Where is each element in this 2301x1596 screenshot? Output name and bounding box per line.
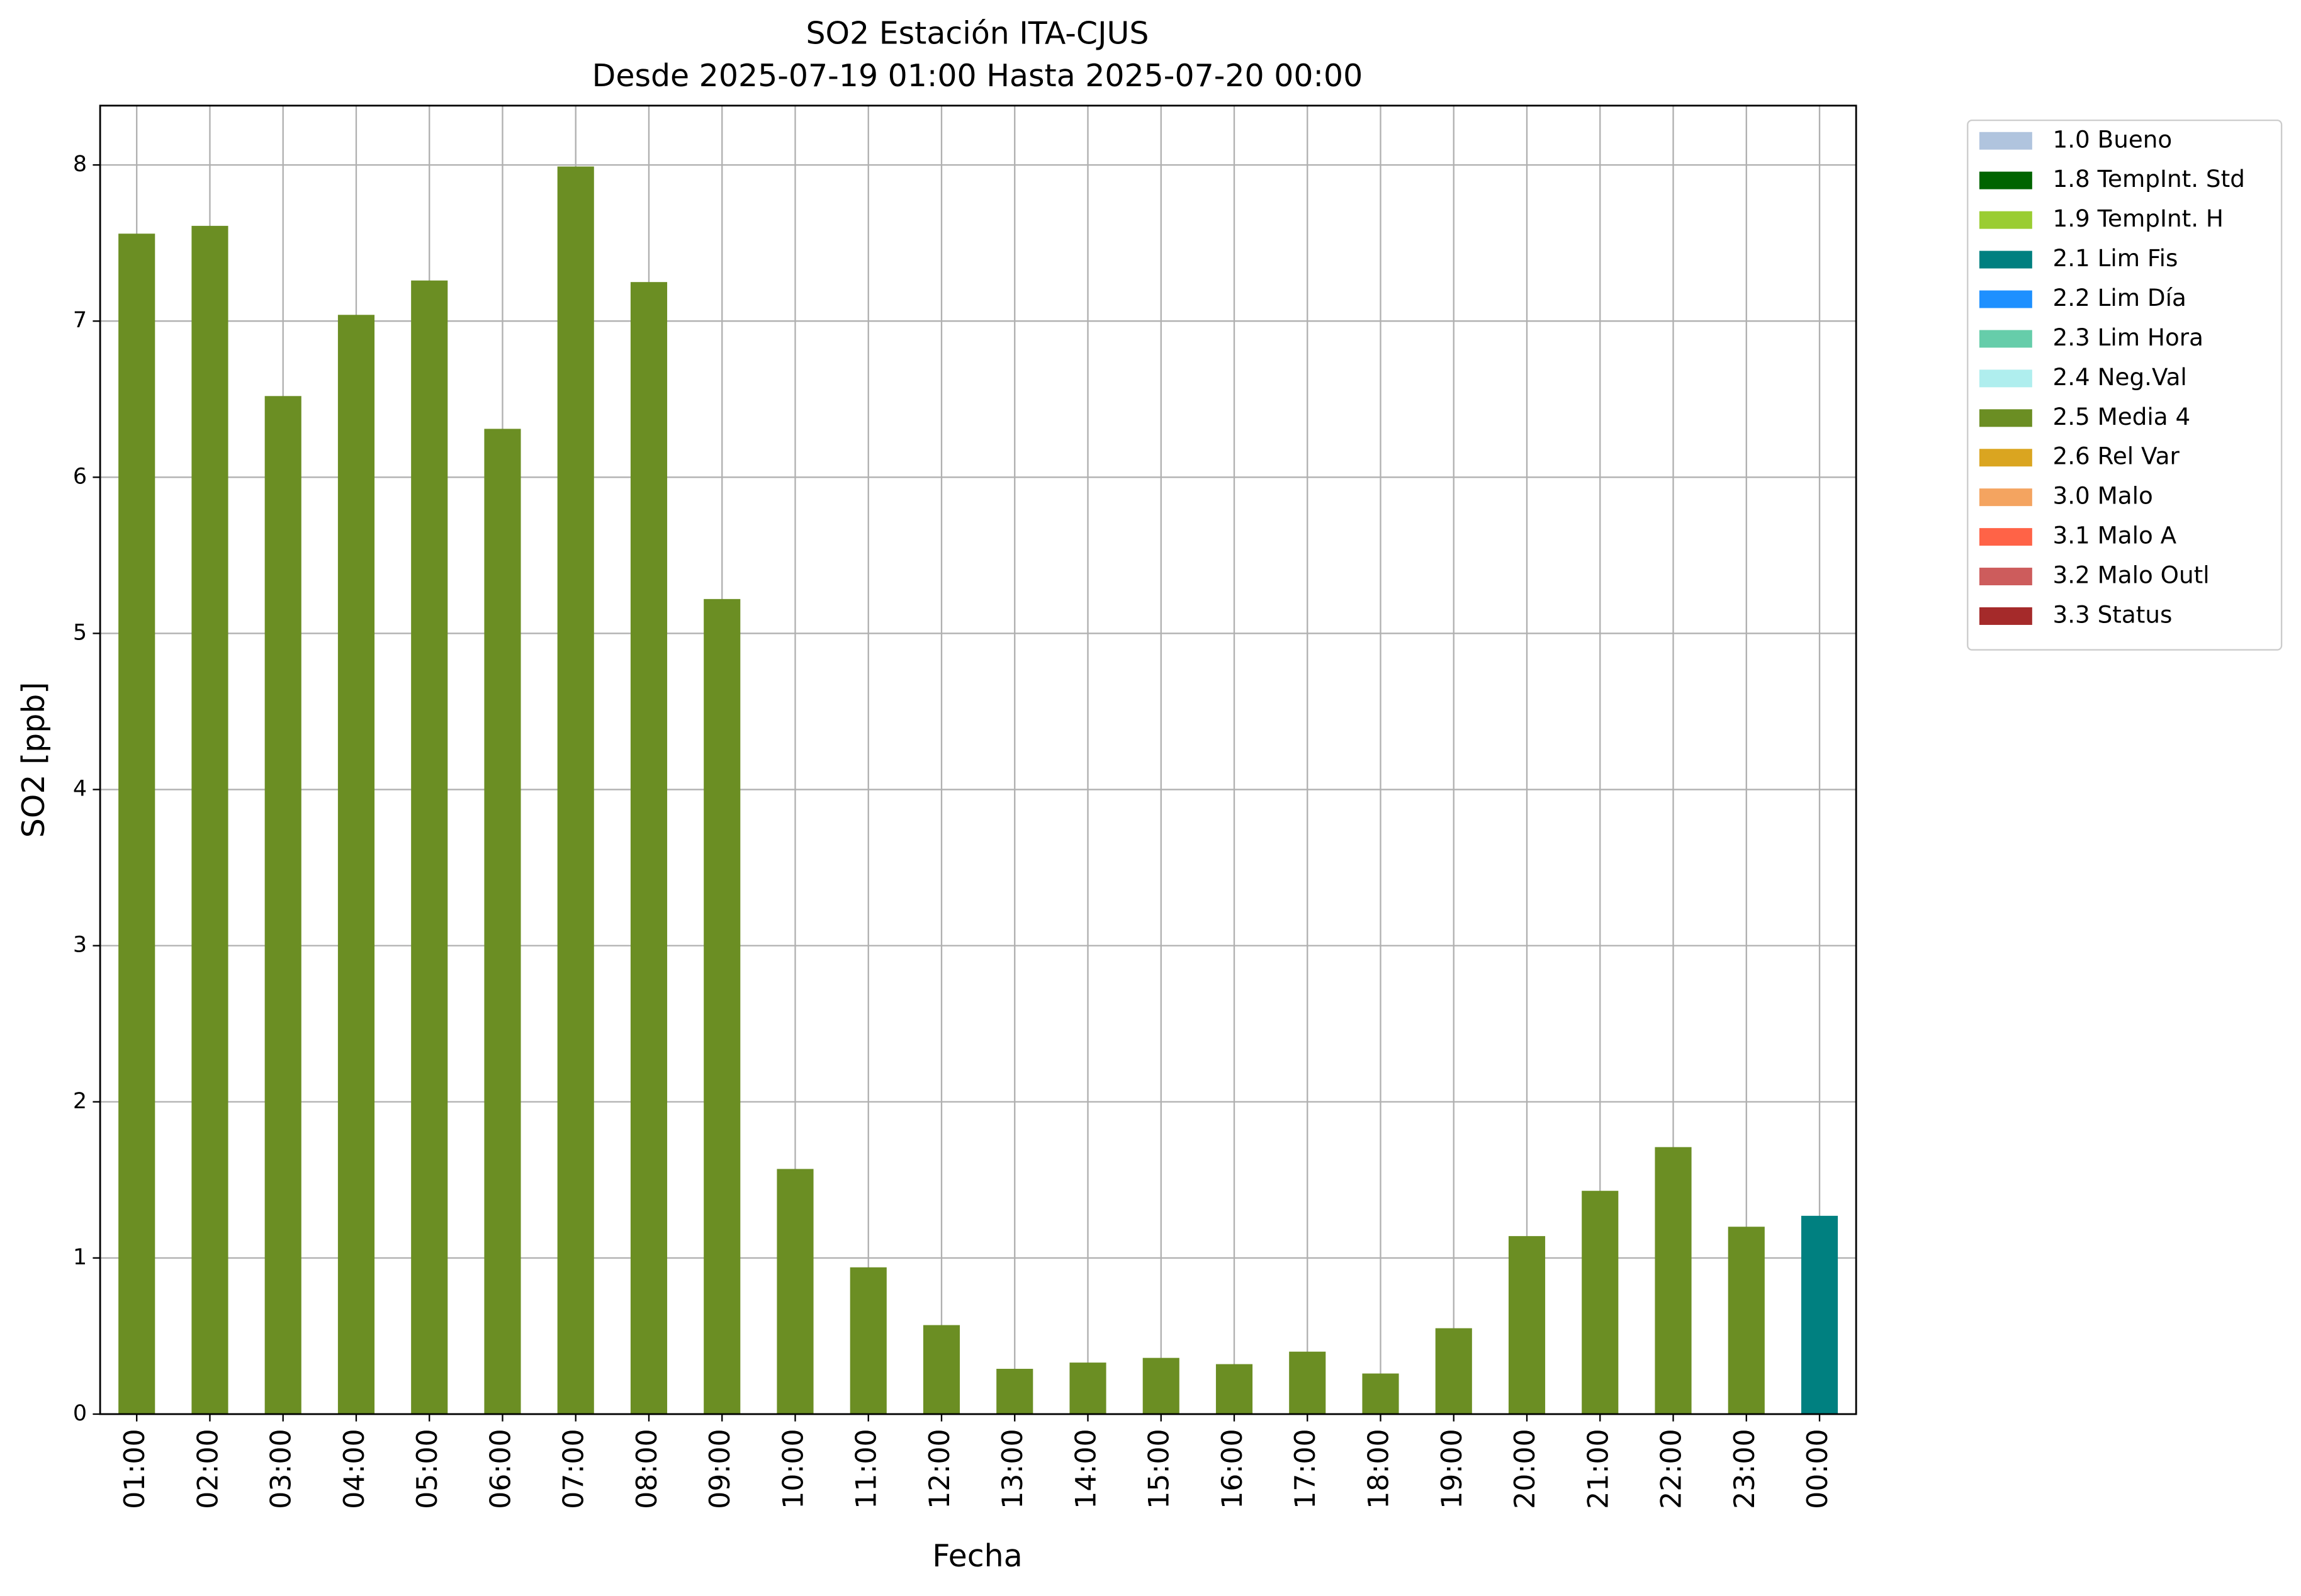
- legend-swatch: [1979, 369, 2032, 388]
- bar: [191, 225, 228, 1414]
- y-tick-label: 8: [73, 152, 87, 177]
- legend-swatch: [1979, 449, 2032, 467]
- x-tick-label: 10:00: [777, 1429, 809, 1509]
- legend-label: 1.8 TempInt. Std: [2052, 165, 2244, 193]
- y-tick-label: 2: [73, 1089, 87, 1114]
- y-tick-label: 0: [73, 1401, 87, 1426]
- bar: [1508, 1236, 1546, 1414]
- bar: [777, 1169, 814, 1414]
- bar: [1142, 1357, 1179, 1414]
- bar: [1582, 1191, 1619, 1414]
- legend-label: 2.4 Neg.Val: [2052, 363, 2186, 391]
- y-tick-label: 6: [73, 464, 87, 489]
- legend-label: 1.0 Bueno: [2052, 125, 2172, 153]
- x-tick-label: 01:00: [119, 1429, 151, 1509]
- x-tick-label: 12:00: [924, 1429, 956, 1509]
- legend-swatch: [1979, 330, 2032, 348]
- legend-swatch: [1979, 250, 2032, 269]
- bar: [411, 280, 448, 1414]
- x-tick-label: 22:00: [1656, 1429, 1688, 1509]
- bar: [1655, 1147, 1692, 1414]
- bar: [704, 598, 741, 1414]
- y-tick-label: 5: [73, 620, 87, 645]
- legend-swatch: [1979, 568, 2032, 586]
- x-tick-label: 00:00: [1802, 1429, 1834, 1509]
- bar: [557, 166, 594, 1414]
- x-tick-label: 04:00: [339, 1429, 371, 1509]
- legend-label: 1.9 TempInt. H: [2052, 205, 2223, 232]
- bar: [923, 1325, 960, 1414]
- bar: [850, 1267, 887, 1414]
- legend-label: 2.1 Lim Fis: [2052, 244, 2178, 272]
- legend-box: [1967, 119, 2283, 651]
- x-tick-label: 09:00: [704, 1429, 736, 1509]
- chart-title: SO2 Estación ITA-CJUS: [806, 15, 1149, 51]
- legend-label: 3.1 Malo A: [2052, 522, 2176, 549]
- x-tick-label: 16:00: [1217, 1429, 1249, 1509]
- bar: [1069, 1363, 1106, 1414]
- bar: [630, 282, 668, 1414]
- x-tick-label: 08:00: [631, 1429, 663, 1509]
- x-tick-label: 06:00: [485, 1429, 517, 1509]
- legend-label: 2.6 Rel Var: [2052, 442, 2180, 470]
- x-tick-label: 17:00: [1290, 1429, 1322, 1509]
- legend-label: 3.3 Status: [2052, 600, 2172, 628]
- x-tick-label: 23:00: [1729, 1429, 1761, 1509]
- legend-swatch: [1979, 171, 2032, 189]
- y-tick-label: 7: [73, 308, 87, 333]
- bar: [264, 396, 301, 1414]
- bar: [1801, 1215, 1838, 1414]
- legend-label: 2.5 Media 4: [2052, 403, 2190, 430]
- bar: [996, 1369, 1033, 1414]
- legend-swatch: [1979, 488, 2032, 507]
- bar: [118, 233, 155, 1414]
- x-tick-label: 19:00: [1436, 1429, 1468, 1509]
- x-tick-label: 03:00: [266, 1429, 298, 1509]
- legend-swatch: [1979, 132, 2032, 150]
- x-tick-label: 20:00: [1509, 1429, 1541, 1509]
- legend-swatch: [1979, 290, 2032, 308]
- legend-swatch: [1979, 211, 2032, 229]
- bar: [1289, 1351, 1326, 1414]
- legend-label: 2.3 Lim Hora: [2052, 323, 2203, 351]
- x-tick-label: 11:00: [851, 1429, 883, 1509]
- x-tick-label: 05:00: [412, 1429, 444, 1509]
- x-tick-label: 15:00: [1144, 1429, 1176, 1509]
- legend-swatch: [1979, 409, 2032, 427]
- bar: [1362, 1373, 1399, 1414]
- bar: [337, 315, 375, 1414]
- legend-swatch: [1979, 528, 2032, 546]
- x-axis-label: Fecha: [932, 1538, 1023, 1574]
- plot-frame: [99, 104, 1857, 1415]
- x-tick-label: 21:00: [1582, 1429, 1614, 1509]
- x-tick-label: 13:00: [997, 1429, 1029, 1509]
- legend-swatch: [1979, 607, 2032, 625]
- y-tick-label: 1: [73, 1245, 87, 1270]
- legend-label: 3.2 Malo Outl: [2052, 561, 2209, 589]
- bar: [1728, 1227, 1765, 1414]
- x-tick-label: 02:00: [192, 1429, 224, 1509]
- bar: [1215, 1364, 1253, 1414]
- legend-label: 2.2 Lim Día: [2052, 284, 2186, 312]
- y-tick-label: 4: [73, 777, 87, 802]
- legend-label: 3.0 Malo: [2052, 482, 2152, 510]
- x-tick-label: 18:00: [1363, 1429, 1395, 1509]
- chart-subtitle: Desde 2025-07-19 01:00 Hasta 2025-07-20 …: [592, 58, 1363, 94]
- y-axis-label: SO2 [ppb]: [16, 682, 52, 838]
- bar: [484, 429, 521, 1414]
- x-tick-label: 14:00: [1071, 1429, 1103, 1509]
- y-tick-label: 3: [73, 933, 87, 958]
- x-tick-label: 07:00: [558, 1429, 590, 1509]
- bar: [1435, 1328, 1472, 1414]
